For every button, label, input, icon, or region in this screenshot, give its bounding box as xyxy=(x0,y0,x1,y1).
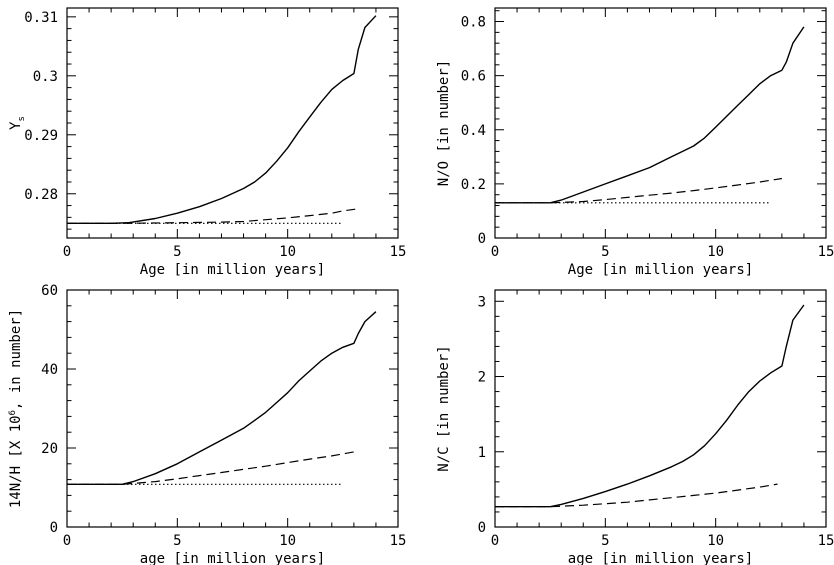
series-line-solid xyxy=(495,304,805,508)
x-tick-label: 10 xyxy=(707,533,724,549)
chart-panel-4: 0 5 10 15 0 1 2 3 age [in million years] N/C [in … xyxy=(436,289,834,565)
plot-frame xyxy=(66,289,399,528)
series-line-solid xyxy=(67,311,377,485)
x-tick-label: 5 xyxy=(173,533,181,549)
y-tick-label: 0.6 xyxy=(461,69,486,85)
plot-frame xyxy=(66,7,399,239)
y-tick-label: 0.29 xyxy=(24,128,58,144)
plot-frame xyxy=(494,289,827,528)
x-tick-label: 5 xyxy=(601,533,609,549)
chart-panel-3: 0 5 10 15 0 20 40 60 age [in million years] 14N/H… xyxy=(8,283,406,565)
x-tick-label: 0 xyxy=(63,533,71,549)
y-tick-label: 2 xyxy=(478,370,486,386)
y-tick-label: 0 xyxy=(478,520,486,536)
y-tick-label: 0 xyxy=(50,520,58,536)
plot-frame xyxy=(494,7,827,239)
y-tick-label: 0.3 xyxy=(33,69,58,85)
x-tick-label: 10 xyxy=(279,244,296,260)
y-axis-label: N/C [in number] xyxy=(436,345,452,471)
x-tick-label: 15 xyxy=(390,533,407,549)
series-line-dashed xyxy=(495,483,778,508)
chart-panel-1: 0 5 10 15 0.28 0.29 0.3 0.31 Age [in million yea… xyxy=(8,7,407,278)
x-tick-label: 5 xyxy=(173,244,181,260)
y-tick-label: 20 xyxy=(41,441,58,457)
chart-panel-2: 0 5 10 15 0 0.2 0.4 0.6 0.8 Age [in million years… xyxy=(436,7,834,278)
y-tick-label: 1 xyxy=(478,445,486,461)
series-line-dashed xyxy=(495,177,782,204)
y-tick-label: 0 xyxy=(478,231,486,247)
y-axis-label: Ys xyxy=(8,116,27,130)
x-axis-label: Age [in million years] xyxy=(140,262,325,278)
x-tick-label: 15 xyxy=(390,244,407,260)
series-line-solid xyxy=(495,26,805,204)
x-axis-label: Age [in million years] xyxy=(568,262,753,278)
x-tick-label: 10 xyxy=(279,533,296,549)
x-tick-label: 10 xyxy=(707,244,724,260)
x-tick-label: 0 xyxy=(491,244,499,260)
y-tick-label: 0.8 xyxy=(461,15,486,31)
y-tick-label: 0.4 xyxy=(461,123,486,139)
y-tick-label: 0.2 xyxy=(461,177,486,193)
y-axis-label: N/O [in number] xyxy=(436,60,452,186)
y-tick-label: 60 xyxy=(41,283,58,299)
x-tick-label: 15 xyxy=(818,533,834,549)
y-tick-label: 40 xyxy=(41,362,58,378)
series-line-dashed xyxy=(67,451,355,485)
x-axis-label: age [in million years] xyxy=(568,551,753,565)
x-tick-label: 0 xyxy=(491,533,499,549)
x-tick-label: 15 xyxy=(818,244,834,260)
x-tick-label: 5 xyxy=(601,244,609,260)
x-tick-label: 0 xyxy=(63,244,71,260)
x-axis-label: age [in million years] xyxy=(140,551,325,565)
y-tick-label: 0.31 xyxy=(24,10,58,26)
series-line-solid xyxy=(67,15,377,225)
series-line-dashed xyxy=(67,208,357,224)
y-tick-label: 0.28 xyxy=(24,187,58,203)
y-axis-label: 14N/H [X 106, in number] xyxy=(8,309,24,508)
y-tick-label: 3 xyxy=(478,294,486,310)
